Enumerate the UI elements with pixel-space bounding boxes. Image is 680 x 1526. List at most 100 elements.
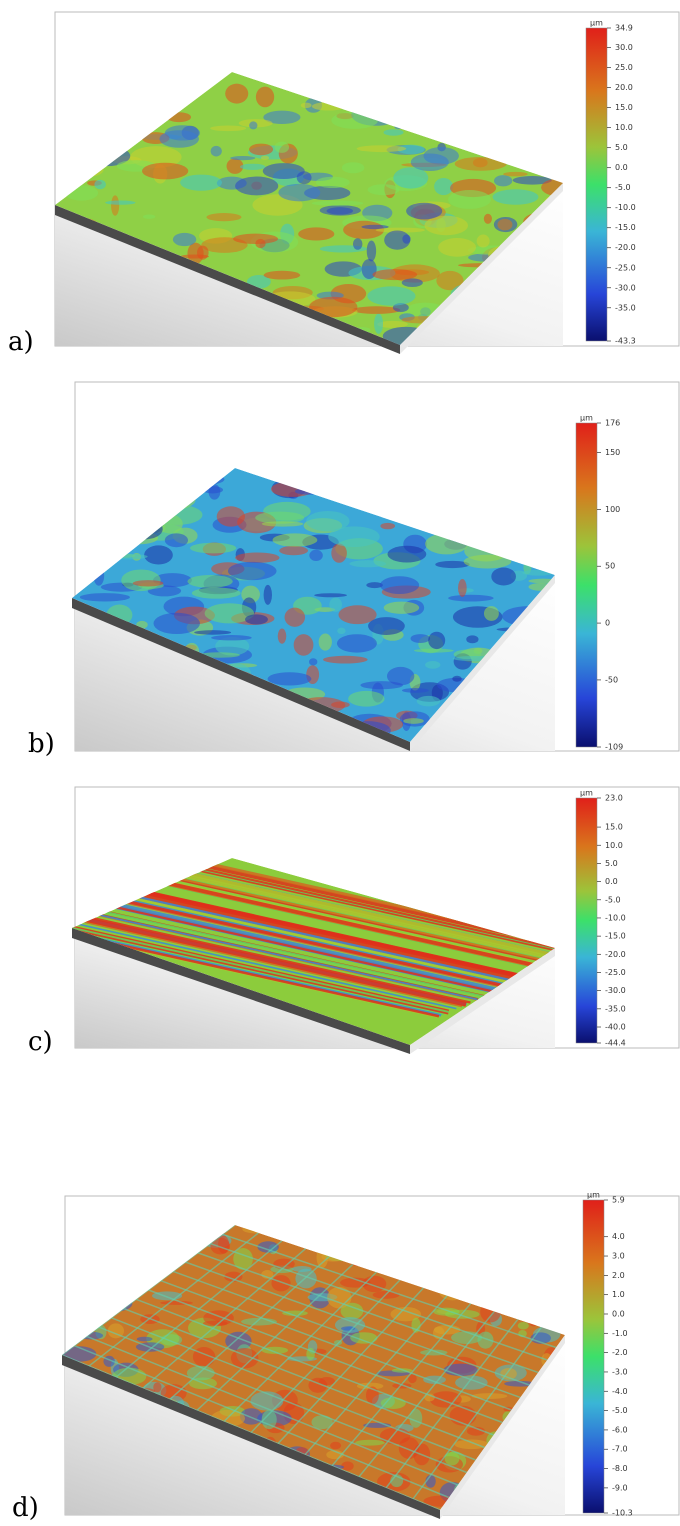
surface-patch: [294, 634, 314, 656]
colorbar-tick-label: -2.0: [612, 1348, 628, 1357]
colorbar-tick-label: 10.0: [615, 123, 633, 132]
colorbar-tick-label: 50: [605, 562, 615, 571]
surface-patch: [105, 201, 135, 205]
surface-patch: [245, 614, 268, 624]
surface-patch: [271, 1275, 290, 1291]
surface-patch: [368, 184, 400, 195]
surface-patch: [518, 1322, 529, 1330]
surface-patch: [355, 1440, 385, 1446]
panel-label: d): [12, 1493, 39, 1523]
surface-patch: [411, 153, 449, 171]
colorbar: [576, 798, 597, 1043]
colorbar-tick-label: -6.0: [612, 1425, 628, 1434]
panel-label: a): [8, 327, 34, 357]
surface-patch: [328, 526, 379, 547]
surface-patch: [348, 691, 384, 707]
surface-patch: [278, 629, 287, 644]
surface-patch: [384, 230, 410, 249]
colorbar-tick-label: -15.0: [605, 932, 626, 941]
surface-patch: [433, 1308, 459, 1316]
colorbar-tick-label: 20.0: [615, 83, 633, 92]
surface-patch: [137, 1337, 153, 1342]
surface-patch: [331, 544, 347, 563]
surface-patch: [268, 672, 312, 685]
surface-patch: [94, 180, 105, 189]
surface-patch: [342, 162, 365, 173]
colorbar-tick-label: -40.0: [605, 1023, 626, 1032]
surface-patch: [211, 146, 222, 157]
surface-patch: [235, 552, 279, 562]
colorbar-tick-label: 1.0: [612, 1290, 625, 1299]
surface-patch: [337, 634, 377, 652]
figure: a)µm34.930.025.020.015.010.05.00.0-5.0-1…: [0, 0, 680, 1526]
colorbar-tick-label: -15.0: [615, 223, 636, 232]
colorbar-tick-label: -50: [605, 675, 618, 684]
surface-patch: [80, 593, 130, 601]
surface-patch: [142, 163, 188, 180]
surface-patch: [372, 269, 417, 280]
panel: a)µm34.930.025.020.015.010.05.00.0-5.0-1…: [8, 12, 679, 357]
surface-patch: [353, 238, 363, 250]
surface-patch: [367, 240, 376, 261]
colorbar-tick-label: 2.0: [612, 1271, 625, 1280]
surface-patch: [484, 214, 492, 224]
colorbar-tick-label: 25.0: [615, 63, 633, 72]
colorbar-tick-label: 0.0: [612, 1309, 625, 1318]
surface-patch: [438, 238, 476, 257]
colorbar-tick-label: -4.0: [612, 1387, 628, 1396]
surface-patch: [423, 1376, 446, 1384]
surface-patch: [211, 635, 252, 640]
surface-patch: [279, 546, 308, 555]
surface-patch: [228, 562, 277, 580]
surface-patch: [256, 87, 274, 108]
surface-patch: [197, 246, 209, 260]
surface-patch: [233, 234, 278, 244]
surface-patch: [341, 1461, 353, 1470]
colorbar-tick-label: -10.3: [612, 1509, 633, 1518]
panel: b)µm176150100500-50-109: [28, 382, 679, 759]
surface-patch: [448, 595, 494, 602]
colorbar-tick-label: -109: [605, 743, 623, 752]
surface-patch: [428, 632, 445, 649]
colorbar-tick-label: -20.0: [605, 950, 626, 959]
surface-patch: [466, 635, 478, 643]
surface-patch: [309, 658, 317, 665]
surface-patch: [192, 588, 241, 599]
surface-patch: [403, 718, 424, 724]
surface-patch: [417, 696, 441, 706]
colorbar-tick-label: 10.0: [605, 841, 623, 850]
panel-label: b): [28, 729, 55, 759]
surface-patch: [320, 205, 361, 216]
surface-patch: [278, 184, 320, 201]
surface-patch: [477, 235, 490, 248]
surface-patch: [206, 213, 241, 221]
surface-patch: [503, 172, 527, 177]
surface-patch: [194, 630, 231, 635]
surface-patch: [210, 126, 246, 132]
colorbar-tick-label: -25.0: [605, 968, 626, 977]
surface-patch: [143, 214, 155, 218]
surface-patch: [159, 130, 199, 148]
panel: d)µm5.94.03.02.01.00.0-1.0-2.0-3.0-4.0-5…: [12, 1191, 679, 1524]
colorbar-tick-label: -30.0: [605, 986, 626, 995]
colorbar-tick-label: 176: [605, 419, 620, 428]
surface-patch: [133, 580, 164, 586]
colorbar-tick-label: 4.0: [612, 1232, 625, 1241]
surface-patch: [261, 156, 269, 160]
colorbar-tick-label: 5.9: [612, 1196, 625, 1205]
colorbar-tick-label: -7.0: [612, 1445, 628, 1454]
colorbar-tick-label: 5.0: [605, 859, 618, 868]
surface-patch: [393, 167, 428, 188]
colorbar-tick-label: 0.0: [615, 163, 628, 172]
colorbar-unit: µm: [587, 1191, 600, 1200]
colorbar-tick-label: 5.0: [615, 143, 628, 152]
surface-patch: [285, 608, 306, 627]
surface-patch: [154, 613, 200, 634]
colorbar-tick-label: 3.0: [612, 1252, 625, 1261]
surface-patch: [458, 579, 467, 597]
colorbar-tick-label: 0.0: [605, 877, 618, 886]
surface-patch: [357, 145, 407, 152]
colorbar-tick-label: -5.0: [605, 895, 621, 904]
colorbar-tick-label: 100: [605, 505, 620, 514]
colorbar-tick-label: -35.0: [605, 1004, 626, 1013]
